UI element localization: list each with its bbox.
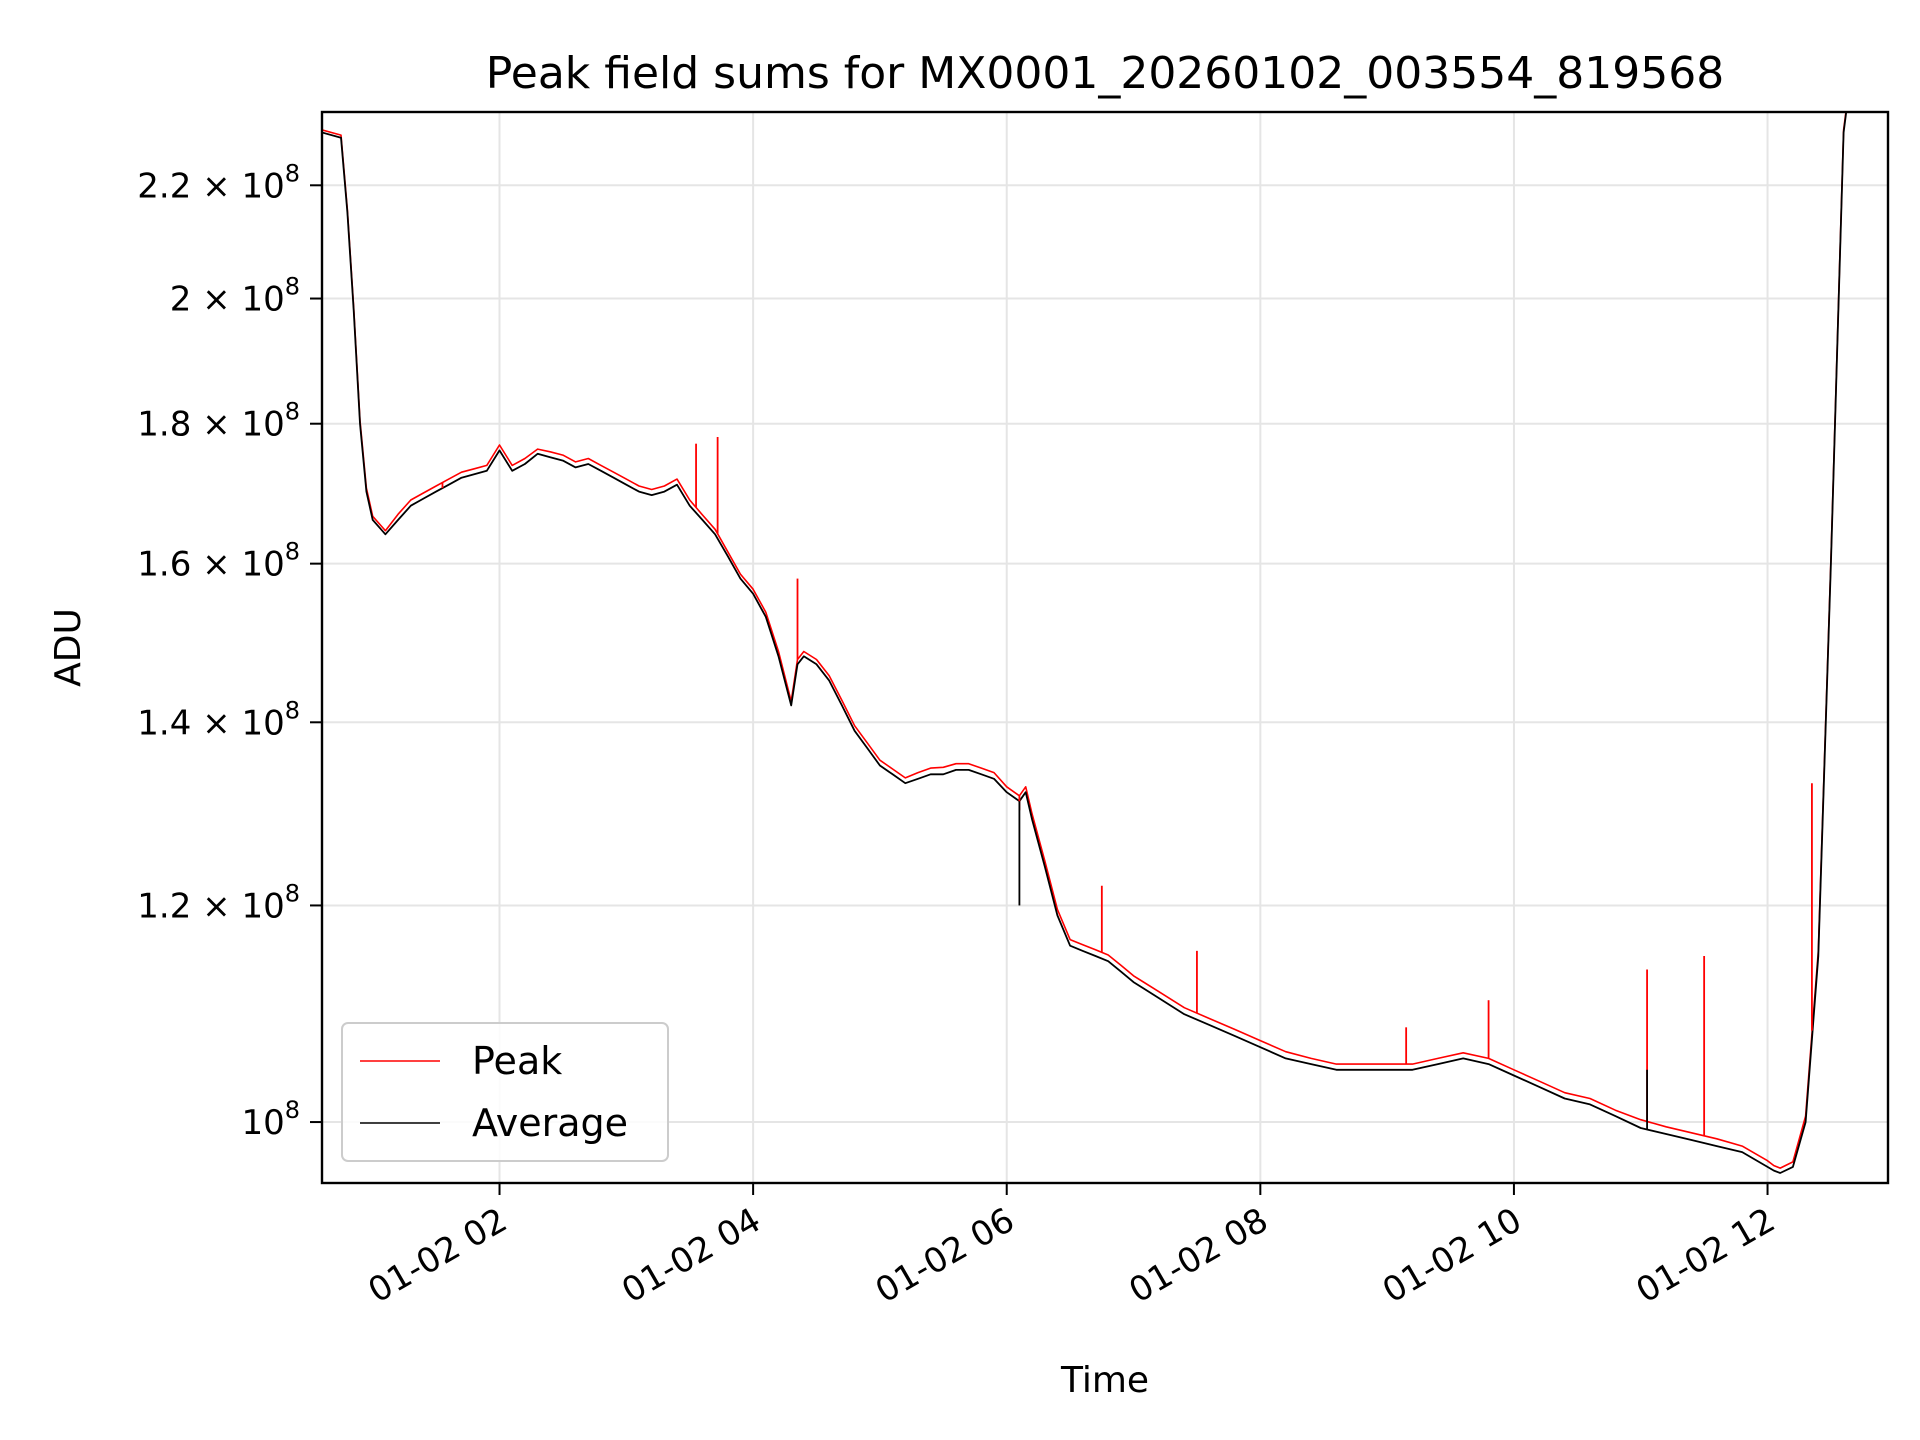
y-tick-label: 108 [241,1096,300,1143]
chart-title: Peak field sums for MX0001_20260102_0035… [486,48,1724,99]
legend: Peak Average [341,1022,669,1162]
grid [322,112,1888,1183]
y-tick-label: 2.2 × 108 [137,159,300,206]
y-tick-label: 1.4 × 108 [137,696,300,743]
y-tick-label: 2 × 108 [170,273,300,320]
plot-frame [320,110,1890,1185]
y-tick-label: 1.6 × 108 [137,538,300,585]
y-tick-label: 1.8 × 108 [137,398,300,445]
y-axis-label: ADU [48,608,89,687]
legend-box [341,1022,669,1162]
series-line-peak [322,112,1847,1169]
y-tick-label: 1.2 × 108 [137,879,300,926]
legend-label-peak: Peak [472,1039,562,1083]
series-line-average [322,112,1848,1174]
x-axis-label: Time [1060,1360,1149,1401]
legend-label-average: Average [472,1101,628,1145]
series-layer [322,112,1848,1174]
